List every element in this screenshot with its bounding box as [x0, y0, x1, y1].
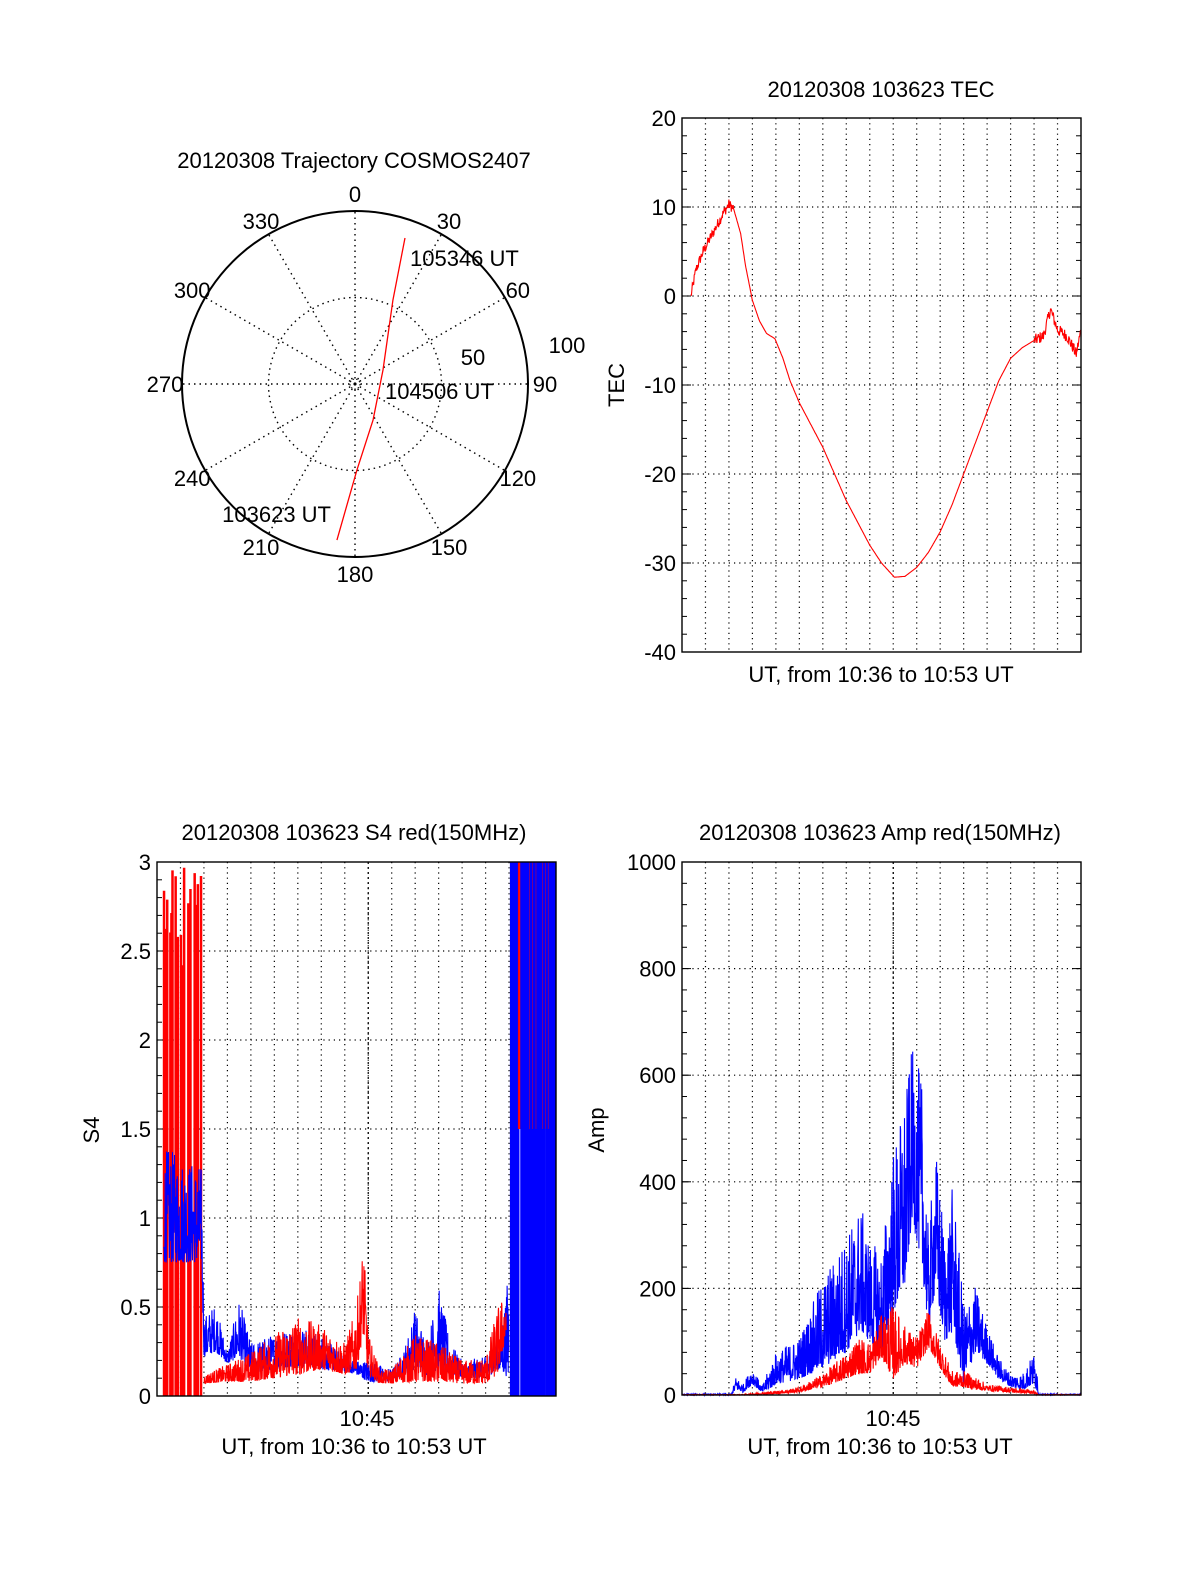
- amp-ytick-label: 800: [639, 957, 676, 982]
- polar-spoke: [354, 233, 443, 385]
- polar-outer-ring: [181, 210, 529, 558]
- s4-ylabel: S4: [79, 1117, 104, 1144]
- tec-ytick-label: -40: [644, 640, 676, 665]
- s4-frame: [156, 861, 557, 1397]
- s4-red-series-line: [203, 1261, 507, 1385]
- amp-ytick-label: 1000: [627, 850, 676, 875]
- amp-blue-series-line: [681, 1051, 1082, 1398]
- s4-ytick-label: 2.5: [120, 939, 151, 964]
- polar-inner-ring: [267, 296, 443, 472]
- amp-plot: 20120308 103623 Amp red(150MHz) 10:45 UT…: [584, 820, 1082, 1459]
- amp-ytick-label: 0: [664, 1383, 676, 1408]
- s4-ytick-label: 1.5: [120, 1117, 151, 1142]
- amp-title: 20120308 103623 Amp red(150MHz): [699, 820, 1061, 845]
- tec-ytick-label: -10: [644, 373, 676, 398]
- polar-trajectory-plot: 20120308 Trajectory COSMOS2407 0 30 60 90 12…: [147, 148, 586, 587]
- tec-ytick-label: -30: [644, 551, 676, 576]
- polar-azimuth-label: 270: [147, 372, 184, 397]
- polar-azimuth-label: 300: [174, 278, 211, 303]
- amp-ytick-label: 400: [639, 1170, 676, 1195]
- tec-series-line: [690, 199, 1082, 578]
- polar-radius-label: 50: [461, 345, 485, 370]
- polar-azimuth-label: 0: [349, 182, 361, 207]
- amp-ytick-label: 600: [639, 1063, 676, 1088]
- polar-title: 20120308 Trajectory COSMOS2407: [177, 148, 530, 173]
- s4-plot: 20120308 103623 S4 red(150MHz) 10:45 UT,…: [79, 820, 557, 1459]
- polar-azimuth-label: 330: [243, 209, 280, 234]
- s4-xlabel: UT, from 10:36 to 10:53 UT: [221, 1434, 486, 1459]
- polar-radius-label: 100: [549, 333, 586, 358]
- tec-ylabel: TEC: [604, 363, 629, 407]
- amp-xtick-label: 10:45: [865, 1406, 920, 1431]
- polar-azimuth-label: 30: [437, 209, 461, 234]
- polar-spoke: [267, 383, 356, 535]
- polar-spoke: [354, 296, 506, 385]
- trajectory-end-label: 105346 UT: [410, 246, 519, 271]
- polar-center-mark: [349, 378, 361, 390]
- s4-ytick-label: 2: [139, 1028, 151, 1053]
- amp-xlabel: UT, from 10:36 to 10:53 UT: [747, 1434, 1012, 1459]
- polar-spoke: [354, 383, 506, 472]
- s4-ytick-label: 0.5: [120, 1295, 151, 1320]
- trajectory-start-label: 103623 UT: [222, 502, 331, 527]
- polar-azimuth-label: 180: [337, 562, 374, 587]
- tec-xlabel: UT, from 10:36 to 10:53 UT: [748, 662, 1013, 687]
- tec-ytick-label: -20: [644, 462, 676, 487]
- polar-azimuth-label: 120: [499, 466, 536, 491]
- tec-plot: 20120308 103623 TEC UT, from 10:36 to 10…: [604, 77, 1082, 687]
- tec-frame: [681, 117, 1082, 653]
- polar-spoke: [354, 383, 443, 535]
- s4-ytick-label: 3: [139, 850, 151, 875]
- polar-spoke: [267, 233, 356, 385]
- tec-ytick-label: 10: [652, 195, 676, 220]
- s4-ytick-label: 0: [139, 1384, 151, 1409]
- polar-spoke: [204, 383, 356, 472]
- s4-ytick-label: 1: [139, 1206, 151, 1231]
- tec-title: 20120308 103623 TEC: [767, 77, 994, 102]
- amp-ylabel: Amp: [584, 1107, 609, 1152]
- trajectory-mid-label: 104506 UT: [385, 379, 494, 404]
- tec-ytick-label: 0: [664, 284, 676, 309]
- polar-azimuth-label: 150: [431, 535, 468, 560]
- polar-spoke: [204, 296, 356, 385]
- s4-title: 20120308 103623 S4 red(150MHz): [182, 820, 527, 845]
- polar-azimuth-label: 240: [174, 466, 211, 491]
- polar-azimuth-label: 210: [243, 535, 280, 560]
- polar-azimuth-label: 90: [533, 372, 557, 397]
- s4-xtick-label: 10:45: [339, 1406, 394, 1431]
- amp-frame: [681, 861, 1082, 1396]
- trajectory-line: [336, 237, 406, 541]
- amp-ytick-label: 200: [639, 1276, 676, 1301]
- polar-azimuth-label: 60: [506, 278, 530, 303]
- tec-ytick-label: 20: [652, 106, 676, 131]
